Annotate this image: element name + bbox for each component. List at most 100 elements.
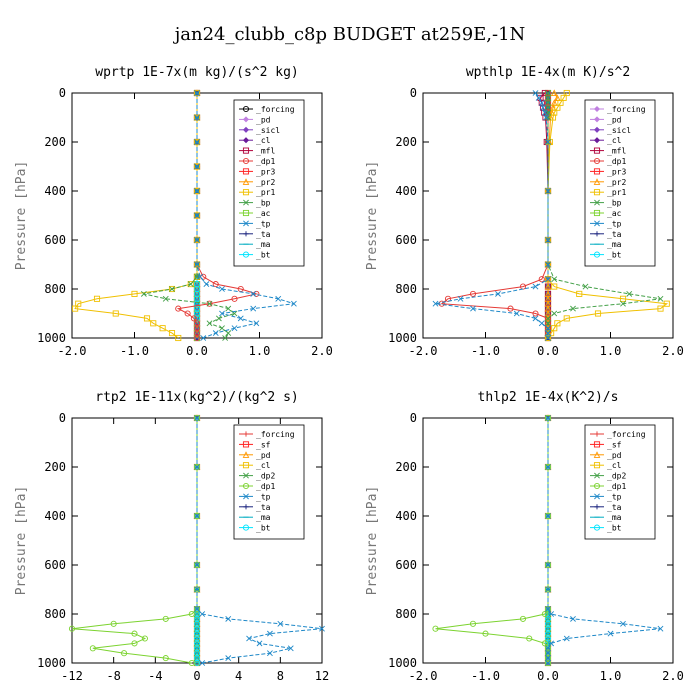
data-point	[554, 104, 561, 111]
legend-label: _sicl	[607, 126, 631, 135]
data-point	[231, 295, 238, 302]
data-point	[545, 276, 551, 283]
data-point	[319, 625, 325, 632]
data-point	[190, 315, 197, 322]
data-point	[545, 325, 551, 332]
data-point	[225, 305, 232, 312]
data-point	[576, 290, 583, 297]
data-point	[551, 325, 558, 332]
data-point	[545, 562, 551, 568]
legend-label: _pr2	[607, 178, 626, 187]
legend-label: _ac	[607, 209, 622, 218]
legend-marker	[593, 178, 601, 185]
data-point	[551, 310, 558, 317]
data-point	[197, 273, 204, 280]
legend-label: _ta	[607, 230, 622, 239]
data-point	[162, 295, 169, 302]
data-point	[538, 99, 545, 106]
legend-label: _cl	[607, 461, 622, 470]
data-point	[554, 320, 561, 327]
data-point	[231, 325, 238, 332]
legend: _forcing_sf _pd_cl _dp2_dp1_tp _ta_ma _bt	[584, 424, 656, 540]
legend-marker	[243, 220, 249, 227]
data-point	[570, 305, 576, 312]
data-point	[188, 659, 195, 667]
legend-entry: _tp	[590, 492, 622, 501]
panel-title: thlp2 1E-4x(K^2)/s	[478, 390, 619, 405]
legend-marker	[242, 251, 250, 258]
data-point	[253, 320, 260, 327]
data-point	[538, 276, 545, 283]
x-tick-label: -8	[106, 669, 120, 683]
legend-marker	[593, 441, 601, 448]
data-point	[175, 334, 182, 342]
legend-marker	[594, 493, 600, 500]
data-point	[112, 310, 119, 317]
legend-entry: _pr3	[590, 167, 626, 176]
data-point	[219, 286, 225, 292]
data-point	[551, 276, 558, 283]
data-point	[72, 305, 79, 312]
x-tick-label: 1.0	[600, 344, 622, 358]
legend-entry: _bt	[590, 251, 622, 260]
legend-label: _ma	[256, 513, 271, 522]
data-point	[532, 90, 539, 96]
data-point	[75, 300, 82, 307]
data-point	[663, 300, 670, 307]
data-point	[620, 300, 626, 307]
data-point	[619, 295, 627, 302]
data-point	[545, 330, 551, 337]
chart-panel-2: wpthlp 1E-4x(m K)/s^2 Pressure [hPa] -2.0 -…	[365, 65, 684, 358]
legend-label: _tp	[607, 219, 622, 228]
x-tick-label: 0.0	[537, 344, 559, 358]
legend-marker	[593, 116, 601, 123]
legend-label: _sicl	[256, 126, 280, 135]
legend-entry: _bp	[239, 199, 271, 208]
data-point	[194, 212, 200, 219]
data-point	[551, 283, 558, 290]
data-point	[175, 305, 182, 312]
x-tick-label: 0.0	[186, 344, 208, 358]
data-point	[563, 89, 570, 97]
data-point	[212, 281, 219, 288]
legend-marker	[242, 116, 250, 123]
legend-entry: _pr3	[239, 167, 275, 176]
legend-marker	[594, 472, 600, 479]
legend-marker	[242, 105, 250, 113]
x-tick-label: 2.0	[662, 669, 684, 683]
legend-entry: _tp	[590, 219, 622, 228]
legend-entry: _ma	[590, 240, 622, 249]
legend-entry: _forcing	[239, 430, 295, 439]
data-point	[194, 163, 200, 170]
data-point	[545, 114, 551, 121]
legend-entry: _forcing	[590, 105, 646, 114]
series-dp1	[68, 414, 201, 667]
data-point	[194, 513, 200, 519]
data-point	[526, 635, 533, 642]
legend-entry: _ta	[239, 230, 271, 239]
data-point	[548, 611, 555, 617]
y-tick-label: 1000	[37, 331, 66, 345]
legend-label: _ma	[256, 240, 271, 249]
y-tick-label: 600	[44, 558, 66, 572]
legend-label: _tp	[256, 492, 271, 501]
data-point	[545, 655, 551, 662]
data-point	[266, 650, 273, 657]
legend-marker	[593, 189, 601, 196]
data-point	[541, 109, 548, 116]
data-point	[546, 138, 553, 146]
legend-label: _pr3	[256, 167, 275, 176]
series-pr1	[72, 89, 201, 342]
x-tick-label: 2.0	[662, 344, 684, 358]
data-point	[495, 290, 501, 297]
legend-marker	[242, 209, 250, 217]
data-point	[237, 315, 244, 322]
data-point	[194, 586, 200, 593]
legend-marker	[243, 231, 249, 237]
legend-marker	[242, 451, 250, 458]
data-point	[193, 512, 201, 520]
series-bp	[140, 90, 238, 341]
legend-marker	[242, 178, 250, 185]
data-point	[563, 635, 570, 642]
